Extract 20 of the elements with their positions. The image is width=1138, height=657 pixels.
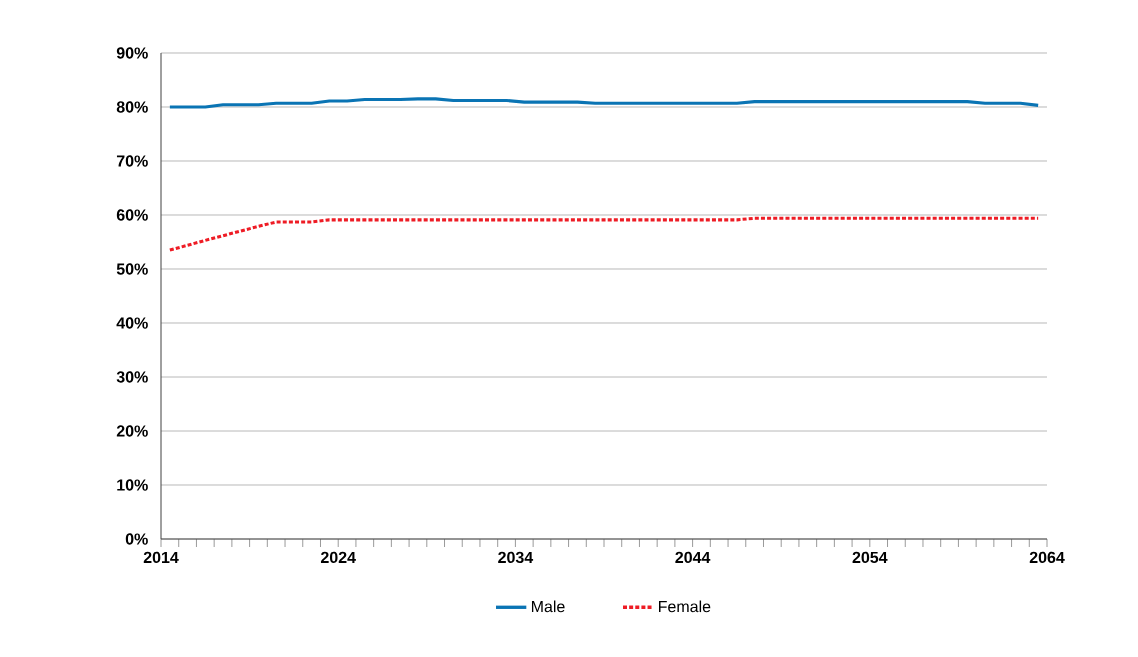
y-tick-label: 10% [117, 479, 148, 491]
y-tick-label: 90% [116, 47, 148, 59]
line-series [168, 216, 1040, 252]
y-tick-label: 0% [125, 533, 148, 545]
x-tick-label: 2024 [320, 551, 356, 564]
x-tick-label: 2034 [498, 551, 534, 564]
legend-label: Male [531, 600, 565, 613]
legend-label: Female [659, 600, 711, 613]
x-tick-label: 2044 [675, 551, 711, 564]
x-tick-label: 2054 [852, 551, 888, 564]
y-tick-label: 60% [116, 209, 148, 221]
x-tick-label: 2014 [143, 551, 179, 564]
y-tick-label: 80% [116, 101, 148, 113]
line-series [168, 97, 1040, 109]
y-tick-label: 70% [116, 155, 148, 167]
y-tick-label: 30% [116, 371, 148, 383]
y-tick-label: 50% [116, 263, 148, 275]
x-tick-label: 2064 [1029, 551, 1065, 564]
y-tick-label: 20% [116, 425, 148, 437]
y-tick-label: 40% [116, 317, 148, 329]
